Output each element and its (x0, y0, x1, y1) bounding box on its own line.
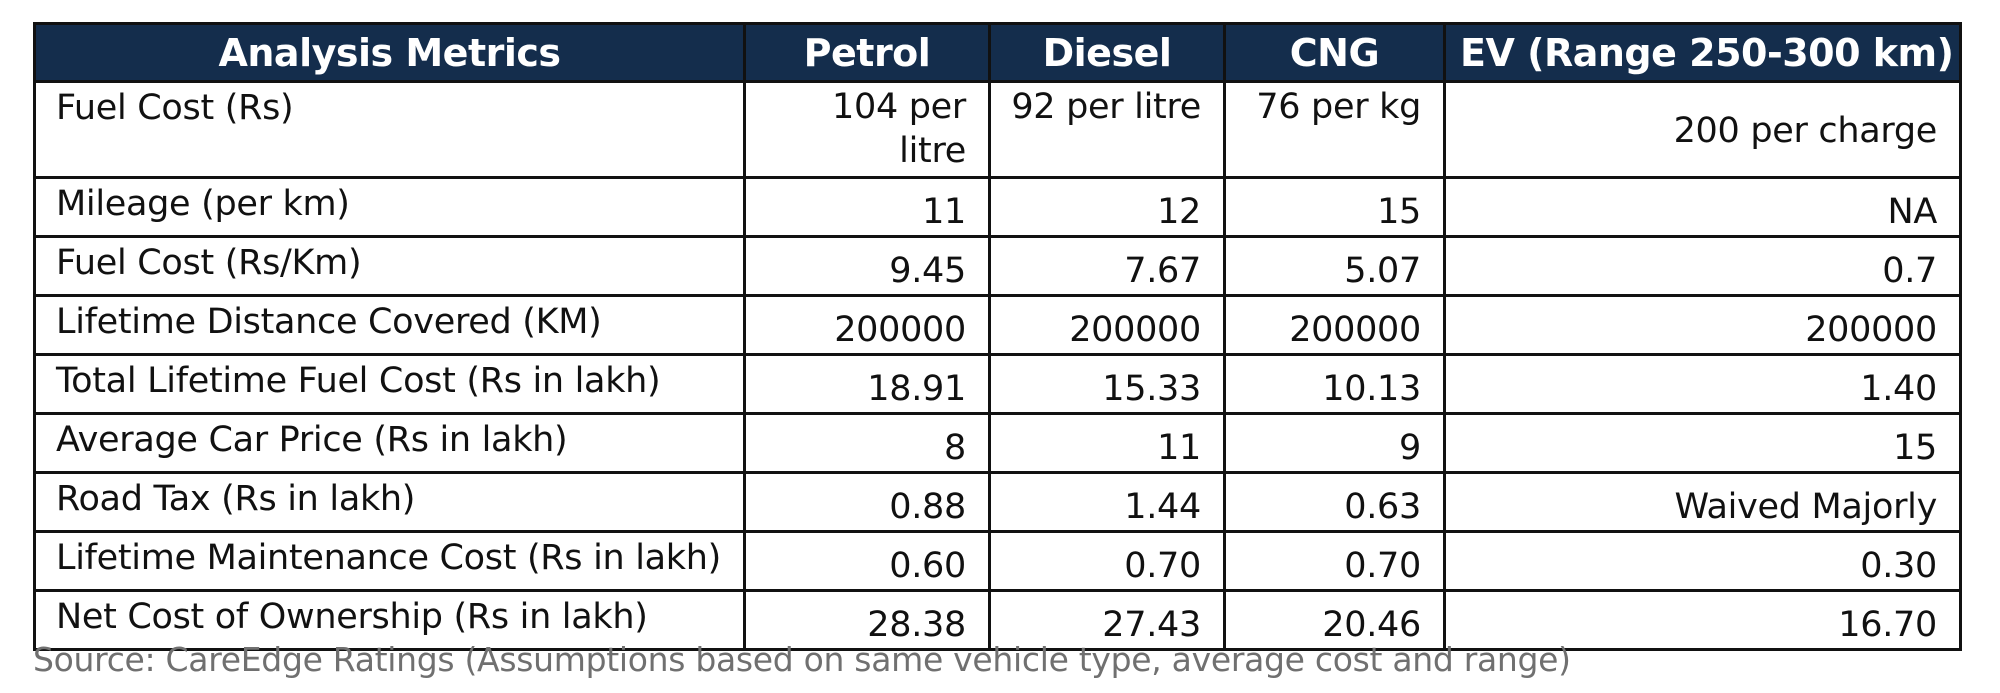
cell-ev: 1.40 (1443, 353, 1962, 415)
table-row: Lifetime Distance Covered (KM) 200000 20… (33, 294, 1962, 356)
header-cng: CNG (1223, 22, 1446, 83)
header-petrol: Petrol (743, 22, 991, 83)
row-label: Road Tax (Rs in lakh) (33, 471, 746, 533)
cell-cng: 5.07 (1223, 235, 1446, 297)
row-label: Mileage (per km) (33, 176, 746, 238)
header-analysis-metrics: Analysis Metrics (33, 22, 746, 83)
cell-cng: 200000 (1223, 294, 1446, 356)
cell-petrol: 11 (743, 176, 991, 238)
cell-diesel: 11 (988, 412, 1226, 474)
row-label: Fuel Cost (Rs/Km) (33, 235, 746, 297)
row-label: Lifetime Maintenance Cost (Rs in lakh) (33, 530, 746, 592)
cell-ev: 0.7 (1443, 235, 1962, 297)
cost-comparison-table: Analysis Metrics Petrol Diesel CNG EV (R… (33, 22, 1962, 651)
table-row: Total Lifetime Fuel Cost (Rs in lakh) 18… (33, 353, 1962, 415)
cell-petrol: 9.45 (743, 235, 991, 297)
cell-cng: 0.63 (1223, 471, 1446, 533)
row-label: Net Cost of Ownership (Rs in lakh) (33, 589, 746, 651)
header-ev: EV (Range 250-300 km) (1443, 22, 1962, 83)
cell-diesel: 15.33 (988, 353, 1226, 415)
cell-petrol: 28.38 (743, 589, 991, 651)
cell-ev: Waived Majorly (1443, 471, 1962, 533)
cell-diesel: 1.44 (988, 471, 1226, 533)
cell-diesel: 7.67 (988, 235, 1226, 297)
cell-ev: 200000 (1443, 294, 1962, 356)
cell-diesel: 27.43 (988, 589, 1226, 651)
source-note: Source: CareEdge Ratings (Assumptions ba… (33, 640, 1571, 679)
cell-cng: 0.70 (1223, 530, 1446, 592)
cell-diesel: 200000 (988, 294, 1226, 356)
table-row: Fuel Cost (Rs) 104 per litre 92 per litr… (33, 80, 1962, 179)
table-row: Road Tax (Rs in lakh) 0.88 1.44 0.63 Wai… (33, 471, 1962, 533)
cell-diesel: 12 (988, 176, 1226, 238)
cell-ev: NA (1443, 176, 1962, 238)
cell-cng: 10.13 (1223, 353, 1446, 415)
cell-ev: 16.70 (1443, 589, 1962, 651)
table-row: Mileage (per km) 11 12 15 NA (33, 176, 1962, 238)
table-row: Fuel Cost (Rs/Km) 9.45 7.67 5.07 0.7 (33, 235, 1962, 297)
table-header-row: Analysis Metrics Petrol Diesel CNG EV (R… (33, 22, 1962, 83)
cell-petrol: 104 per litre (743, 80, 991, 179)
cell-ev: 200 per charge (1443, 80, 1962, 179)
cell-cng: 76 per kg (1223, 80, 1446, 179)
row-label: Fuel Cost (Rs) (33, 80, 746, 179)
table-row: Average Car Price (Rs in lakh) 8 11 9 15 (33, 412, 1962, 474)
row-label: Total Lifetime Fuel Cost (Rs in lakh) (33, 353, 746, 415)
cell-diesel: 92 per litre (988, 80, 1226, 179)
cell-cng: 15 (1223, 176, 1446, 238)
cell-petrol: 200000 (743, 294, 991, 356)
cell-petrol: 0.60 (743, 530, 991, 592)
cell-petrol: 0.88 (743, 471, 991, 533)
comparison-table-wrapper: Analysis Metrics Petrol Diesel CNG EV (R… (33, 22, 1962, 651)
cell-petrol: 18.91 (743, 353, 991, 415)
table-row: Net Cost of Ownership (Rs in lakh) 28.38… (33, 589, 1962, 651)
cell-cng: 9 (1223, 412, 1446, 474)
cell-ev: 0.30 (1443, 530, 1962, 592)
cell-cng: 20.46 (1223, 589, 1446, 651)
cell-petrol: 8 (743, 412, 991, 474)
row-label: Lifetime Distance Covered (KM) (33, 294, 746, 356)
header-diesel: Diesel (988, 22, 1226, 83)
row-label: Average Car Price (Rs in lakh) (33, 412, 746, 474)
table-row: Lifetime Maintenance Cost (Rs in lakh) 0… (33, 530, 1962, 592)
cell-diesel: 0.70 (988, 530, 1226, 592)
cell-ev: 15 (1443, 412, 1962, 474)
